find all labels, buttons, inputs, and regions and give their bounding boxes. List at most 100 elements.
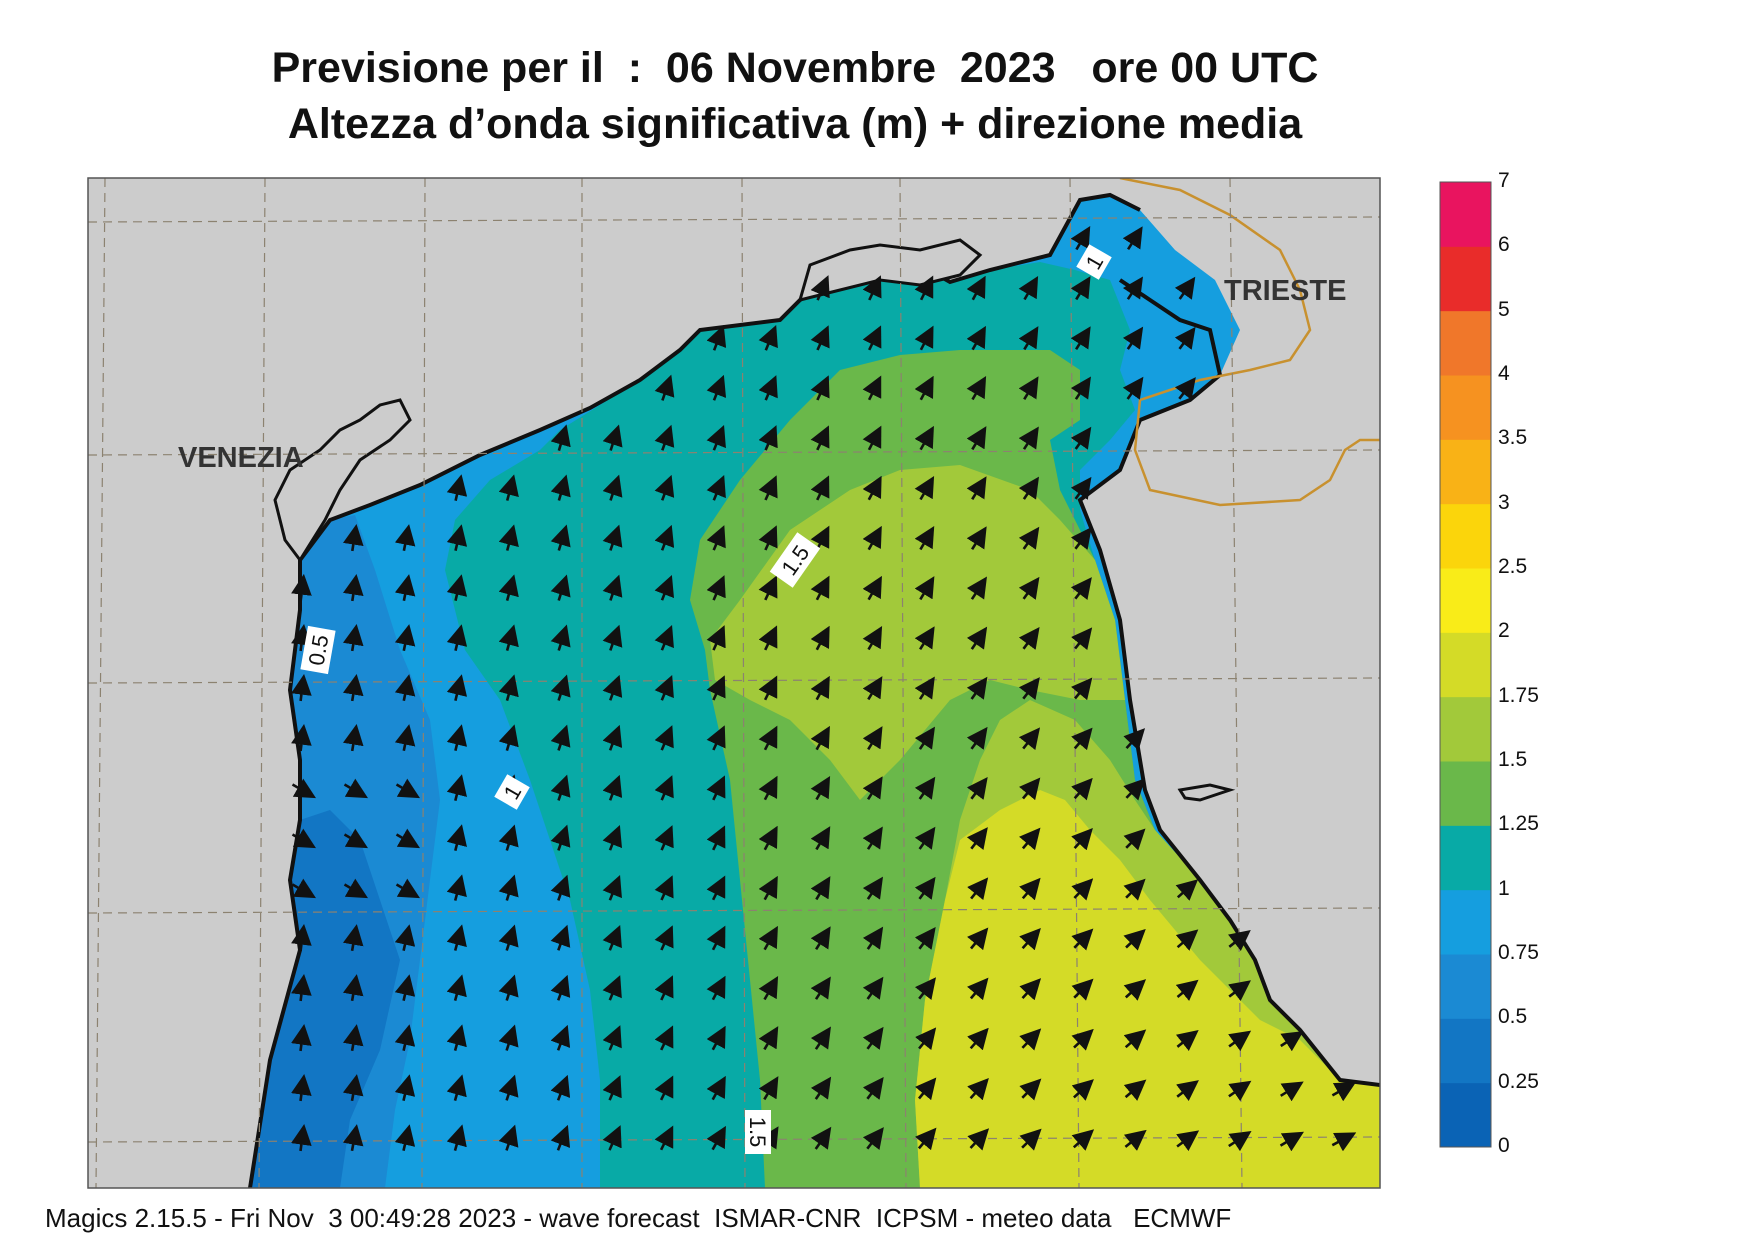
direction-arrow [1176, 1130, 1200, 1152]
direction-arrow [1071, 677, 1093, 701]
direction-arrow [1019, 777, 1041, 801]
direction-arrow [550, 524, 571, 551]
colorbar-segment [1440, 889, 1491, 955]
direction-arrow [1018, 677, 1040, 701]
direction-arrow [342, 1124, 364, 1152]
direction-arrow [1228, 1080, 1252, 1102]
direction-arrow [1071, 978, 1094, 1001]
direction-arrow [446, 674, 468, 702]
direction-arrow [914, 475, 935, 501]
direction-arrow [914, 375, 934, 401]
direction-arrow [706, 875, 726, 901]
direction-arrow [706, 925, 726, 951]
direction-arrow [862, 475, 882, 501]
direction-arrow [966, 626, 988, 650]
direction-arrow [758, 1026, 779, 1051]
direction-arrow [394, 574, 416, 602]
direction-arrow [1280, 1031, 1304, 1052]
direction-arrow [654, 925, 674, 951]
direction-arrow [654, 474, 675, 501]
direction-arrow [1123, 878, 1146, 901]
direction-arrow [862, 1127, 884, 1151]
direction-arrow [1018, 275, 1039, 301]
direction-arrow [967, 1027, 989, 1051]
direction-arrow [550, 874, 571, 901]
direction-arrow [914, 726, 935, 750]
direction-arrow [758, 875, 778, 901]
direction-arrow [602, 1075, 622, 1101]
direction-arrow [1176, 1080, 1199, 1102]
direction-arrow [446, 1124, 467, 1151]
direction-arrow [1070, 527, 1092, 550]
grid-parallel [88, 907, 1380, 914]
direction-arrow [1122, 276, 1143, 300]
direction-arrow [654, 624, 674, 651]
direction-arrow [602, 824, 622, 851]
direction-arrow [1280, 1081, 1304, 1102]
direction-arrow [1123, 928, 1146, 951]
direction-arrow [810, 575, 830, 601]
colorbar-tick-label: 1.5 [1498, 748, 1528, 771]
border-line [1119, 178, 1380, 507]
direction-arrow [914, 626, 935, 650]
direction-arrow [654, 374, 675, 401]
direction-arrow [550, 824, 571, 851]
colorbar-tick-label: 0 [1498, 1134, 1510, 1157]
direction-arrow [654, 1025, 674, 1051]
direction-arrow [862, 575, 882, 601]
direction-arrow [394, 1074, 416, 1101]
direction-arrow [1019, 877, 1041, 901]
direction-arrow [706, 625, 726, 651]
direction-arrow [966, 777, 988, 800]
direction-arrow [810, 525, 830, 551]
direction-arrow [862, 776, 883, 800]
direction-arrow [966, 676, 988, 700]
direction-arrow [810, 876, 831, 901]
colorbar-segment [1440, 503, 1491, 569]
direction-arrow [446, 824, 467, 852]
direction-arrow [498, 624, 519, 651]
direction-arrow [394, 974, 416, 1001]
direction-arrow [550, 624, 571, 651]
direction-arrow [1071, 1129, 1095, 1151]
direction-arrow [291, 623, 312, 652]
direction-arrow [966, 325, 986, 351]
direction-arrow [446, 1074, 467, 1101]
direction-arrow [498, 1124, 519, 1151]
direction-arrow [394, 624, 416, 652]
direction-arrow [1070, 276, 1091, 301]
direction-arrow [446, 1024, 467, 1051]
direction-arrow [654, 424, 675, 451]
direction-arrow [394, 524, 416, 552]
direction-arrow [1123, 1079, 1147, 1101]
direction-arrow [1019, 1028, 1042, 1051]
direction-arrow [446, 574, 468, 601]
direction-arrow [550, 1024, 571, 1051]
direction-arrow [550, 1074, 571, 1101]
direction-arrow [706, 775, 726, 801]
direction-arrow [1175, 879, 1199, 901]
direction-arrow [914, 977, 937, 1000]
direction-arrow [498, 1024, 519, 1051]
direction-arrow [550, 924, 571, 951]
direction-arrow [1018, 476, 1039, 500]
direction-arrow [498, 974, 519, 1001]
direction-arrow [758, 825, 778, 851]
direction-arrow [914, 927, 936, 950]
direction-arrow [342, 974, 364, 1002]
colorbar-tick-label: 2.5 [1498, 555, 1528, 578]
direction-arrow [862, 325, 882, 351]
map-title: Previsione per il : 06 Novembre 2023 ore… [271, 44, 1319, 92]
direction-arrow [914, 826, 936, 850]
colorbar-segment [1440, 182, 1491, 247]
direction-arrow [342, 623, 364, 652]
direction-arrow [654, 775, 674, 801]
direction-arrow [343, 878, 369, 899]
direction-arrow [967, 877, 989, 901]
direction-arrow [1071, 777, 1093, 801]
direction-arrow [395, 828, 421, 849]
direction-arrow [1071, 627, 1093, 651]
direction-arrow [394, 724, 416, 752]
direction-arrow [1070, 577, 1092, 601]
direction-arrow [810, 625, 830, 651]
